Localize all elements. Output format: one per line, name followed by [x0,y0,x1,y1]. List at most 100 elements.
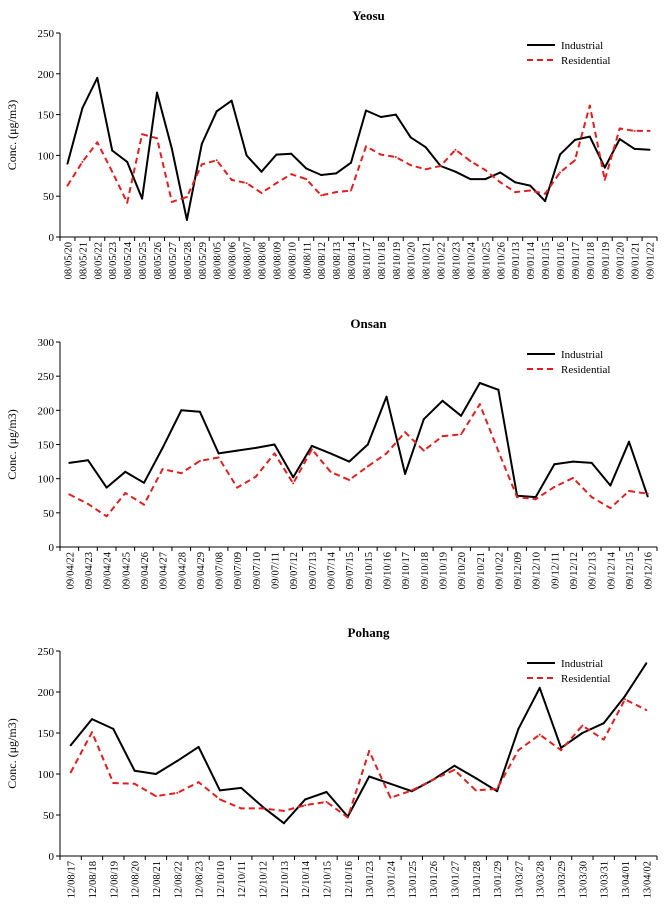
x-tick-label: 13/01/29 [493,861,504,898]
data-point-residential [517,749,520,752]
data-point-residential [126,201,129,204]
data-point-residential [514,191,517,194]
x-tick-label: 09/04/28 [177,552,188,589]
x-tick-label: 09/10/19 [438,552,449,589]
x-tick-label: 12/10/11 [237,861,248,898]
x-tick-label: 13/01/27 [450,861,461,898]
data-point-residential [69,771,72,774]
data-point-residential [603,178,606,181]
data-point-residential [460,433,463,436]
data-point-industrial [454,170,457,173]
x-tick-label: 13/03/30 [578,861,589,898]
x-tick-label: 08/10/19 [392,242,403,279]
data-point-residential [198,459,201,462]
y-tick-label: 150 [38,728,55,740]
data-point-residential [290,173,293,176]
data-point-residential [133,782,136,785]
data-point-industrial [154,773,157,775]
y-tick-label: 50 [43,810,55,822]
x-tick-label: 12/08/19 [109,861,120,898]
data-point-industrial [573,138,576,141]
data-point-industrial [648,148,651,151]
x-tick-label: 08/05/27 [168,242,179,279]
x-tick-label: 08/05/23 [108,242,119,279]
data-point-industrial [126,160,129,163]
x-tick-label: 09/12/12 [569,552,580,589]
data-point-residential [618,127,621,130]
data-point-residential [320,194,323,197]
data-point-industrial [460,414,463,417]
data-point-residential [538,733,541,736]
data-point-residential [68,493,71,496]
data-point-industrial [261,805,264,808]
x-tick-label: 09/10/15 [364,552,375,589]
data-point-industrial [81,107,84,110]
x-tick-label: 12/08/20 [131,861,142,898]
data-point-industrial [236,449,239,452]
data-point-residential [553,485,556,488]
data-point-industrial [240,786,243,789]
x-tick-label: 13/04/02 [642,861,653,898]
x-tick-label: 12/08/23 [195,861,206,898]
x-tick-label: 13/01/24 [386,860,397,898]
y-tick-label: 50 [43,508,55,520]
data-point-industrial [170,147,173,150]
x-tick-label: 08/10/17 [362,242,373,279]
x-tick-label: 09/04/23 [84,552,95,589]
data-point-residential [588,104,591,107]
y-tick-label: 250 [38,646,55,658]
data-point-residential [478,403,481,406]
y-axis-label: Conc. (μg/m3) [5,718,19,788]
x-tick-label: 08/05/22 [93,242,104,279]
data-point-residential [217,456,220,459]
data-point-residential [325,800,328,803]
data-point-industrial [260,170,263,173]
data-point-residential [648,129,651,132]
data-point-residential [454,148,457,151]
x-tick-label: 09/10/17 [401,552,412,589]
data-point-residential [310,448,313,451]
data-point-residential [180,472,183,475]
data-point-residential [335,191,338,194]
chart-onsan: Onsan Conc. (μg/m3) 0 50 100 150 200 250 300 09/0… [5,316,658,589]
x-tick-label: 09/04/22 [65,552,76,589]
data-point-residential [275,182,278,185]
data-point-industrial [581,732,584,734]
data-point-industrial [560,746,563,749]
x-tick-label: 09/10/16 [382,552,393,589]
x-tick-label: 09/01/14 [526,241,537,279]
data-point-industrial [529,184,532,187]
data-point-residential [572,477,574,479]
data-point-residential [305,178,308,181]
data-point-industrial [143,481,145,484]
data-point-industrial [514,181,517,184]
legend-label-residential: Residential [561,364,611,376]
x-tick-label: 09/01/13 [511,242,522,279]
y-tick-label: 250 [38,371,55,383]
x-tick-label: 12/08/18 [88,861,99,898]
data-point-residential [111,170,114,173]
x-tick-label: 09/01/22 [646,242,657,279]
x-tick-label: 09/12/10 [532,552,543,589]
data-point-industrial [292,476,295,479]
x-tick-label: 12/10/16 [344,861,355,898]
x-tick-label: 08/10/25 [481,242,492,279]
x-tick-label: 09/07/15 [345,552,356,589]
data-point-industrial [305,167,308,170]
data-point-residential [366,465,369,468]
data-point-industrial [245,154,248,157]
data-point-industrial [176,759,179,762]
data-point-industrial [544,200,547,203]
y-tick-label: 50 [43,191,55,203]
y-tick-label: 0 [49,851,55,863]
data-point-residential [96,141,99,144]
data-point-industrial [499,171,502,174]
data-point-industrial [553,463,556,466]
y-tick-label: 100 [38,474,55,486]
data-point-industrial [469,178,472,181]
x-tick-label: 13/01/26 [429,861,440,898]
data-point-residential [124,492,127,494]
data-point-industrial [112,727,115,730]
data-point-industrial [304,798,307,801]
